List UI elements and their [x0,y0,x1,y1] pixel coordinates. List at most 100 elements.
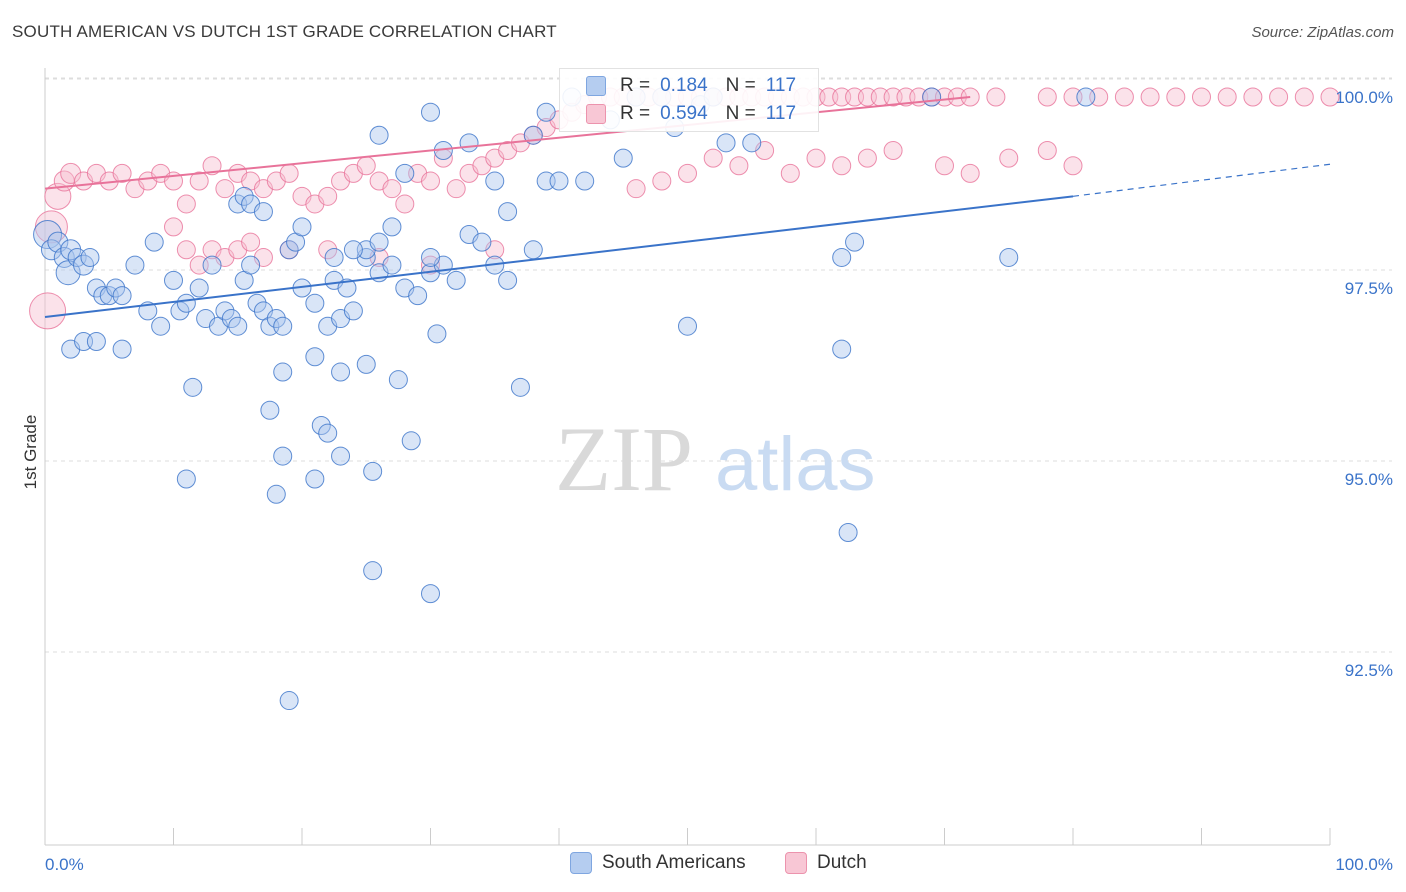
south-american-point [678,316,697,336]
dutch-point [832,156,852,176]
dutch-point [999,148,1019,168]
south-american-point [125,255,145,275]
legend-label: South Americans [602,852,746,873]
dutch-trend-line [44,96,971,190]
dutch-point [446,179,466,199]
south-american-point [176,293,196,313]
south-american-point [228,316,248,336]
south-american-point [151,316,171,336]
south-american-point [388,370,408,390]
dutch-point [60,162,82,184]
south-american-point [498,202,518,222]
south-american-point [266,309,286,329]
south-american-point [427,324,447,344]
dutch-point [382,179,402,199]
dutch-point [857,148,877,168]
watermark-atlas: atlas [715,422,876,507]
south-american-point [408,286,428,306]
dutch-point [1217,87,1237,107]
series-legend: South Americans Dutch [0,852,1406,878]
south-american-point [189,278,209,298]
south-american-point [112,339,132,359]
y-tick-label: 97.5% [1345,279,1393,298]
dutch-point [960,163,980,183]
dutch-point [1063,156,1083,176]
south-american-point [421,247,440,267]
legend-n-label: N = [725,103,756,124]
legend-r-label: R = [620,75,651,96]
legend-row-south-americans: R = 0.184 N = 117 [586,73,814,99]
south-american-point [363,461,383,481]
south-american-trend-extension [1072,163,1331,197]
legend-item-south-americans[interactable]: South Americans [570,852,746,874]
south-american-point [343,301,363,321]
legend-row-dutch: R = 0.594 N = 117 [586,101,814,127]
south-american-point [369,232,389,252]
south-american-point [356,354,376,374]
dutch-point [215,179,235,199]
dutch-point [112,163,132,183]
dutch-point [202,156,222,176]
south-american-point [613,148,633,168]
legend-swatch-pink [785,852,807,874]
legend-r-value: 0.184 [660,75,708,96]
south-american-point [845,232,865,252]
dutch-point [935,156,954,176]
legend-n-value: 117 [765,75,797,96]
legend-r-label: R = [620,103,651,124]
legend-label: Dutch [817,852,867,873]
y-axis-label: 1st Grade [21,415,40,490]
south-american-point [363,561,383,581]
south-american-point [523,240,543,260]
dutch-point [421,171,440,191]
dutch-point [729,156,749,176]
legend-item-dutch[interactable]: Dutch [785,852,867,874]
south-american-point [421,584,440,604]
legend-swatch-pink [586,104,606,124]
south-american-point [459,133,479,153]
south-american-point [575,171,595,191]
south-american-point [273,446,293,466]
south-american-point [60,239,82,261]
south-american-point [318,423,338,443]
south-american-point [202,255,222,275]
dutch-point [1140,87,1160,107]
south-american-point [485,171,505,191]
south-american-point [33,220,63,250]
dutch-point [703,148,723,168]
south-american-point [716,133,736,153]
legend-n-value: 117 [765,103,797,124]
south-american-point [247,293,267,313]
dutch-point [164,217,183,237]
tick-labels: 100.0% 97.5% 95.0% 92.5% 0.0% 100.0% [45,88,1393,874]
dutch-point [279,163,299,183]
south-american-point [549,171,569,191]
x-tick-label: 0.0% [45,855,84,874]
south-american-point [234,186,254,206]
south-american-point [164,270,183,290]
south-american-point [305,347,325,367]
dutch-point [986,87,1006,107]
south-american-point [999,247,1019,267]
dutch-point [1320,87,1340,107]
x-tick-label: 100.0% [1335,855,1393,874]
south-american-point [369,125,389,145]
south-american-point [112,286,132,306]
dutch-point [883,140,903,160]
dutch-point [678,163,697,183]
south-american-point [273,362,293,382]
dutch-point [1192,87,1211,107]
dutch-point [176,240,196,260]
south-american-point [832,247,852,267]
dutch-point [189,171,209,191]
south-american-point [343,240,363,260]
south-american-point [382,255,402,275]
dutch-point [652,171,672,191]
south-american-point [305,469,325,489]
south-american-point [279,691,299,711]
south-american-point [253,202,273,222]
dutch-point [356,156,376,176]
dutch-point [806,148,826,168]
south-american-point [536,102,556,122]
south-american-point [266,484,286,504]
